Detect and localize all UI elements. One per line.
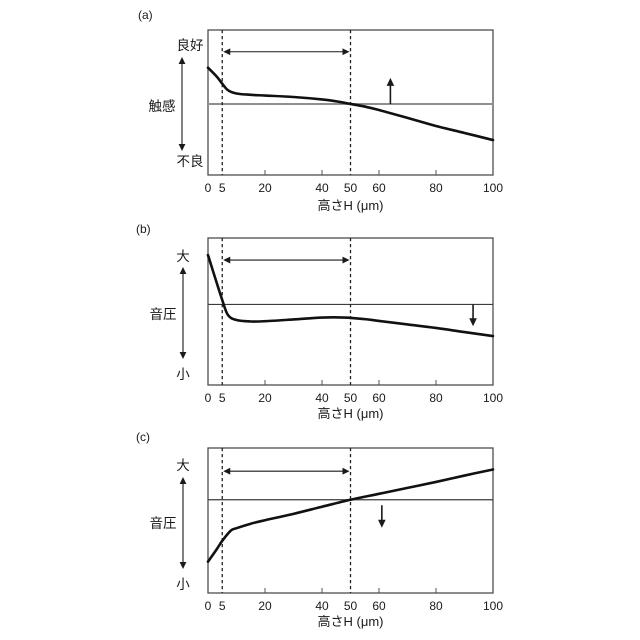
y-axis-arrow-down-icon [178,144,186,151]
x-tick-label-100: 100 [483,391,503,405]
range-arrow-left-icon [223,256,231,264]
y-axis-top-label: 大 [176,458,190,473]
x-axis-title: 高さH (μm) [318,198,384,213]
trend-down-arrow-icon [378,519,386,528]
y-axis-bottom-label: 小 [176,367,190,382]
x-tick-label-20: 20 [258,181,272,195]
x-tick-label-5: 5 [219,391,226,405]
y-axis-title: 触感 [149,98,176,114]
x-tick-label-0: 0 [205,181,212,195]
x-tick-label-60: 60 [372,391,386,405]
x-tick-label-20: 20 [258,391,272,405]
panel-label: (b) [136,222,151,236]
x-tick-label-20: 20 [258,599,272,613]
range-arrow-left-icon [223,467,231,475]
x-tick-label-0: 0 [205,599,212,613]
x-tick-label-100: 100 [483,599,503,613]
y-axis-bottom-label: 小 [176,577,190,592]
data-curve [206,66,495,142]
range-arrow-right-icon [342,256,350,264]
x-tick-label-80: 80 [429,391,443,405]
range-arrow-left-icon [223,48,231,56]
x-tick-label-50: 50 [344,599,358,613]
x-tick-label-50: 50 [344,391,358,405]
x-tick-label-0: 0 [205,391,212,405]
range-arrow-right-icon [342,48,350,56]
panel-label: (a) [138,8,153,22]
x-tick-label-5: 5 [219,181,226,195]
panel-label: (c) [136,430,150,444]
y-axis-bottom-label: 不良 [177,154,204,169]
y-axis-arrow-down-icon [179,562,187,569]
x-axis-title: 高さH (μm) [318,406,384,421]
x-tick-label-80: 80 [429,181,443,195]
data-curve [206,468,495,563]
y-axis-arrow-up-icon [179,477,187,484]
x-tick-label-5: 5 [219,599,226,613]
y-axis-top-label: 大 [176,249,190,264]
x-tick-label-60: 60 [372,599,386,613]
x-tick-label-40: 40 [315,391,329,405]
x-tick-label-40: 40 [315,181,329,195]
x-tick-label-50: 50 [344,181,358,195]
y-axis-top-label: 良好 [177,38,204,53]
x-tick-label-80: 80 [429,599,443,613]
y-axis-title: 音圧 [150,306,177,322]
trend-down-arrow-icon [469,318,477,327]
y-axis-arrow-up-icon [178,57,186,64]
trend-up-arrow-icon [386,77,395,86]
x-tick-label-60: 60 [372,181,386,195]
data-curve [206,253,495,338]
y-axis-arrow-down-icon [179,352,187,359]
x-tick-label-100: 100 [483,181,503,195]
x-tick-label-40: 40 [315,599,329,613]
y-axis-arrow-up-icon [179,267,187,274]
y-axis-title: 音圧 [150,515,177,531]
x-axis-title: 高さH (μm) [318,614,384,629]
range-arrow-right-icon [342,467,350,475]
